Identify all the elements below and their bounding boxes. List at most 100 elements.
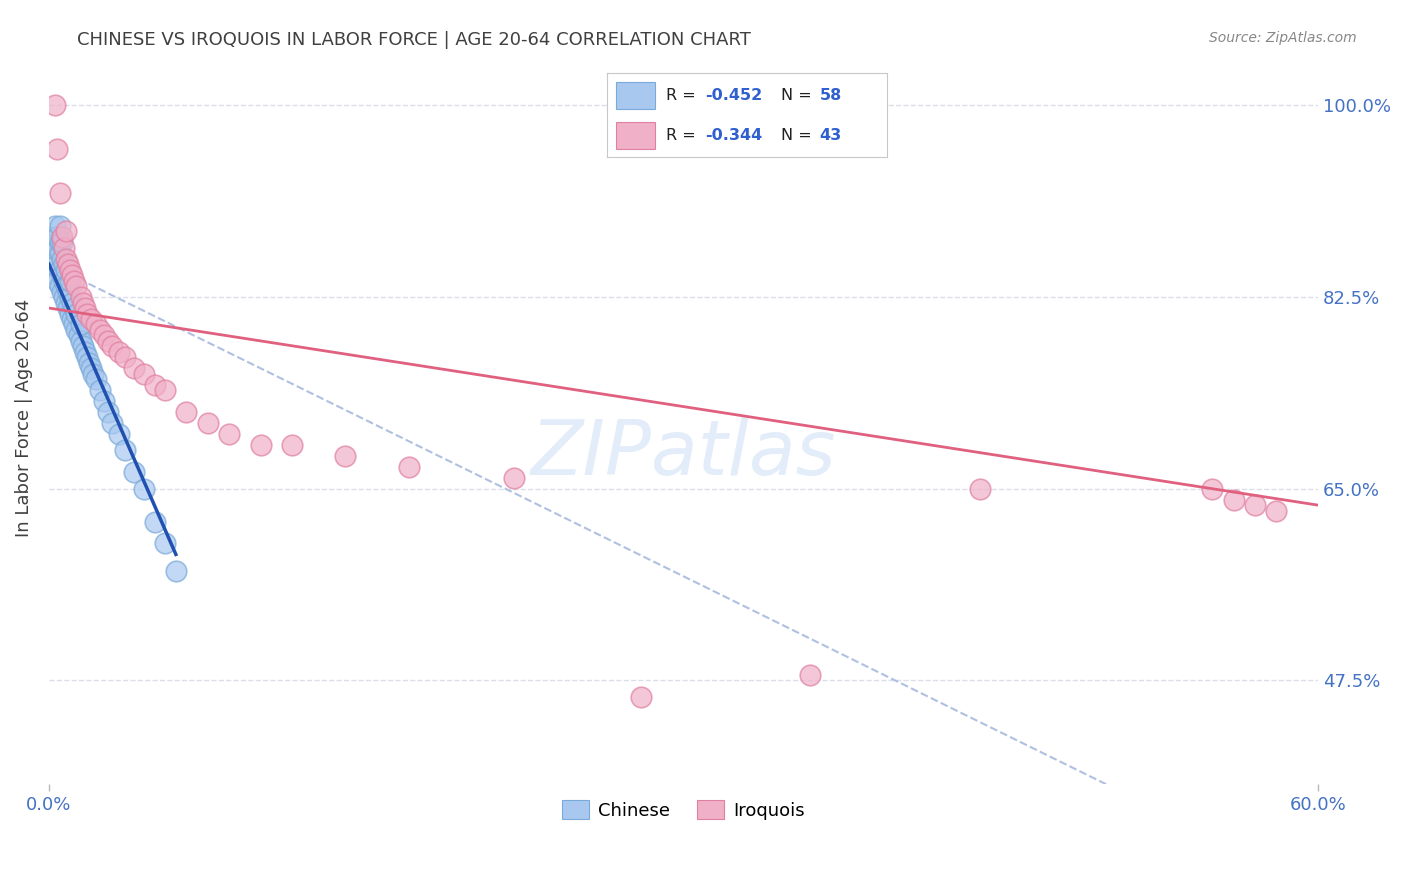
Point	[73, 301, 96, 315]
Point	[46, 274, 69, 288]
Point	[122, 361, 145, 376]
Point	[48, 279, 70, 293]
Point	[48, 235, 70, 250]
Point	[799, 668, 821, 682]
Point	[333, 449, 356, 463]
Point	[1264, 503, 1286, 517]
Point	[52, 290, 75, 304]
Point	[218, 427, 240, 442]
Point	[55, 262, 77, 277]
Point	[55, 252, 77, 266]
Point	[52, 257, 75, 271]
Point	[69, 318, 91, 332]
Point	[56, 301, 79, 315]
Point	[197, 416, 219, 430]
Point	[89, 323, 111, 337]
Point	[44, 98, 66, 112]
Point	[503, 471, 526, 485]
Point	[65, 323, 87, 337]
Point	[155, 383, 177, 397]
Point	[48, 219, 70, 233]
Y-axis label: In Labor Force | Age 20-64: In Labor Force | Age 20-64	[15, 299, 32, 537]
Point	[60, 312, 83, 326]
Text: CHINESE VS IROQUOIS IN LABOR FORCE | AGE 20-64 CORRELATION CHART: CHINESE VS IROQUOIS IN LABOR FORCE | AGE…	[77, 31, 751, 49]
Point	[72, 339, 94, 353]
Point	[51, 285, 73, 299]
Point	[65, 279, 87, 293]
Point	[134, 367, 156, 381]
Point	[114, 443, 136, 458]
Point	[101, 339, 124, 353]
Point	[1222, 492, 1244, 507]
Point	[46, 230, 69, 244]
Point	[281, 438, 304, 452]
Point	[48, 186, 70, 200]
Point	[73, 344, 96, 359]
Point	[155, 536, 177, 550]
Point	[67, 328, 90, 343]
Point	[56, 285, 79, 299]
Point	[1243, 498, 1265, 512]
Legend: Chinese, Iroquois: Chinese, Iroquois	[555, 793, 813, 827]
Text: Source: ZipAtlas.com: Source: ZipAtlas.com	[1209, 31, 1357, 45]
Point	[44, 252, 66, 266]
Point	[46, 257, 69, 271]
Point	[249, 438, 271, 452]
Point	[143, 515, 166, 529]
Point	[55, 295, 77, 310]
Point	[69, 334, 91, 348]
Point	[165, 564, 187, 578]
Point	[143, 377, 166, 392]
Point	[122, 465, 145, 479]
Point	[59, 306, 82, 320]
Point	[44, 219, 66, 233]
Point	[48, 246, 70, 260]
Point	[42, 241, 65, 255]
Point	[101, 416, 124, 430]
Point	[69, 290, 91, 304]
Point	[84, 372, 107, 386]
Point	[51, 252, 73, 266]
Point	[55, 279, 77, 293]
Point	[63, 301, 86, 315]
Point	[89, 383, 111, 397]
Point	[44, 268, 66, 283]
Point	[52, 241, 75, 255]
Point	[59, 290, 82, 304]
Point	[80, 312, 103, 326]
Point	[176, 405, 198, 419]
Point	[60, 295, 83, 310]
Point	[59, 262, 82, 277]
Point	[93, 328, 115, 343]
Point	[969, 482, 991, 496]
Point	[93, 394, 115, 409]
Text: ZIPatlas: ZIPatlas	[531, 417, 837, 491]
Point	[76, 351, 98, 365]
Point	[51, 268, 73, 283]
Point	[60, 268, 83, 283]
Point	[80, 361, 103, 376]
Point	[77, 356, 100, 370]
Point	[630, 690, 652, 704]
Point	[134, 482, 156, 496]
Point	[398, 459, 420, 474]
Point	[42, 230, 65, 244]
Point	[107, 427, 129, 442]
Point	[46, 241, 69, 255]
Point	[46, 142, 69, 156]
Point	[114, 351, 136, 365]
Point	[48, 262, 70, 277]
Point	[56, 257, 79, 271]
Point	[107, 344, 129, 359]
Point	[59, 274, 82, 288]
Point	[52, 274, 75, 288]
Point	[97, 405, 120, 419]
Point	[72, 295, 94, 310]
Point	[1201, 482, 1223, 496]
Point	[63, 274, 86, 288]
Point	[55, 224, 77, 238]
Point	[42, 257, 65, 271]
Point	[65, 306, 87, 320]
Point	[63, 318, 86, 332]
Point	[82, 367, 104, 381]
